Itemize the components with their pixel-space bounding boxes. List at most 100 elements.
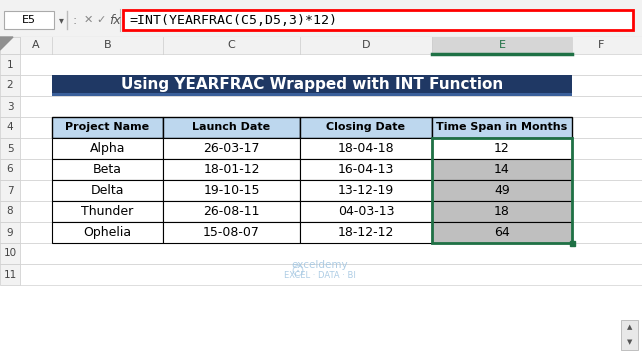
Text: 1: 1 — [6, 59, 13, 69]
Text: 26-08-11: 26-08-11 — [204, 205, 260, 218]
Text: ▼: ▼ — [627, 339, 632, 346]
Bar — [621, 320, 638, 350]
Text: 04-03-13: 04-03-13 — [338, 205, 394, 218]
Bar — [0, 180, 20, 201]
Text: Using YEARFRAC Wrapped with INT Function: Using YEARFRAC Wrapped with INT Function — [121, 77, 503, 92]
Bar — [0, 138, 20, 159]
Bar — [163, 201, 300, 222]
Text: Ophelia: Ophelia — [83, 226, 132, 239]
Text: Alpha: Alpha — [90, 142, 125, 155]
Text: 64: 64 — [494, 226, 510, 239]
Bar — [0, 201, 20, 222]
Bar — [300, 159, 432, 180]
Text: ▲: ▲ — [627, 325, 632, 331]
Text: Launch Date: Launch Date — [193, 122, 270, 132]
Text: 6: 6 — [6, 165, 13, 175]
Bar — [432, 138, 572, 243]
Bar — [0, 54, 20, 75]
Text: 4: 4 — [6, 122, 13, 132]
Bar — [52, 138, 163, 159]
Text: ⊙: ⊙ — [290, 262, 304, 280]
Text: ▾: ▾ — [59, 15, 64, 25]
Bar — [163, 180, 300, 201]
Text: 9: 9 — [6, 228, 13, 238]
Polygon shape — [0, 37, 13, 50]
Bar — [432, 37, 572, 54]
Bar — [52, 201, 163, 222]
Bar — [0, 222, 20, 243]
Bar — [300, 201, 432, 222]
Text: Beta: Beta — [93, 163, 122, 176]
Text: 16-04-13: 16-04-13 — [338, 163, 394, 176]
Text: 18-01-12: 18-01-12 — [204, 163, 260, 176]
Text: 14: 14 — [494, 163, 510, 176]
Bar — [0, 159, 20, 180]
Bar — [0, 243, 20, 264]
Bar — [432, 138, 572, 159]
Bar — [432, 159, 572, 180]
Text: E: E — [498, 40, 505, 51]
Bar — [20, 75, 642, 96]
Bar — [20, 180, 642, 201]
Bar — [300, 180, 432, 201]
Text: 3: 3 — [6, 102, 13, 112]
Bar — [0, 96, 20, 117]
Bar — [20, 243, 642, 264]
Text: 26-03-17: 26-03-17 — [204, 142, 260, 155]
Bar — [20, 96, 642, 117]
Bar — [300, 117, 432, 138]
Text: Delta: Delta — [91, 184, 125, 197]
Bar — [20, 159, 642, 180]
Bar — [163, 159, 300, 180]
Text: =INT(YEARFRAC(C5,D5,3)*12): =INT(YEARFRAC(C5,D5,3)*12) — [129, 13, 337, 27]
Bar — [0, 75, 20, 96]
Text: 19-10-15: 19-10-15 — [204, 184, 260, 197]
Text: fx: fx — [109, 13, 121, 27]
Bar — [52, 222, 163, 243]
Text: ✕: ✕ — [84, 15, 93, 25]
Text: Closing Date: Closing Date — [327, 122, 406, 132]
Text: 7: 7 — [6, 185, 13, 195]
Text: F: F — [598, 40, 604, 51]
Bar — [20, 201, 642, 222]
Text: B: B — [104, 40, 111, 51]
Text: ✓: ✓ — [96, 15, 105, 25]
Bar — [52, 180, 163, 201]
Text: A: A — [32, 40, 40, 51]
Text: :: : — [72, 13, 76, 27]
Text: 15-08-07: 15-08-07 — [203, 226, 260, 239]
Text: 11: 11 — [3, 269, 17, 280]
Text: 18-04-18: 18-04-18 — [338, 142, 394, 155]
Bar — [0, 0, 642, 37]
Bar — [163, 222, 300, 243]
Bar — [20, 222, 642, 243]
Bar — [0, 37, 20, 54]
Bar — [52, 117, 163, 138]
Text: Thunder: Thunder — [82, 205, 134, 218]
Text: 2: 2 — [6, 80, 13, 91]
Bar — [123, 10, 633, 30]
Text: 8: 8 — [6, 206, 13, 217]
Bar — [0, 264, 20, 285]
Bar — [163, 117, 300, 138]
Bar — [432, 180, 572, 201]
Text: 18-12-12: 18-12-12 — [338, 226, 394, 239]
Bar — [432, 201, 572, 222]
Bar — [52, 75, 572, 96]
Text: 5: 5 — [6, 143, 13, 154]
Bar — [20, 264, 642, 285]
Text: 10: 10 — [3, 249, 17, 258]
Text: EXCEL · DATA · BI: EXCEL · DATA · BI — [284, 271, 356, 280]
Bar — [163, 138, 300, 159]
Text: 49: 49 — [494, 184, 510, 197]
Bar — [0, 117, 20, 138]
Bar — [52, 93, 572, 96]
Bar — [300, 222, 432, 243]
Text: D: D — [361, 40, 370, 51]
Bar — [300, 138, 432, 159]
Bar — [20, 138, 642, 159]
Bar — [4, 11, 54, 29]
Bar — [569, 240, 575, 246]
Bar — [432, 117, 572, 138]
Text: Project Name: Project Name — [65, 122, 150, 132]
